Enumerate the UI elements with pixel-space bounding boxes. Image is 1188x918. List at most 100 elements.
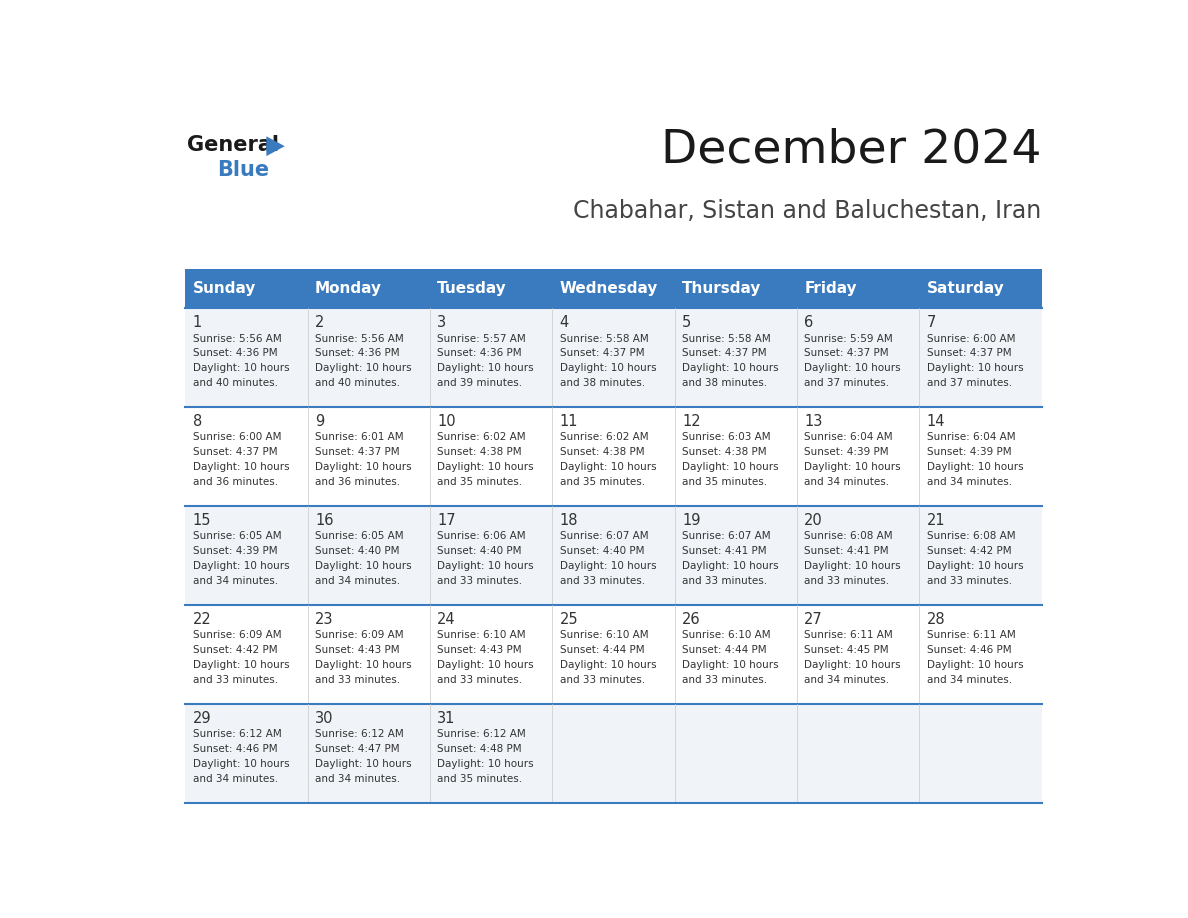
Text: and 40 minutes.: and 40 minutes. (315, 378, 400, 388)
Text: and 33 minutes.: and 33 minutes. (192, 675, 278, 685)
Text: Sunset: 4:45 PM: Sunset: 4:45 PM (804, 645, 889, 655)
Text: Sunrise: 6:00 AM: Sunrise: 6:00 AM (927, 333, 1015, 343)
Text: 22: 22 (192, 612, 211, 627)
Text: Sunset: 4:42 PM: Sunset: 4:42 PM (927, 546, 1011, 556)
Bar (675, 407, 797, 506)
Text: and 35 minutes.: and 35 minutes. (437, 477, 523, 487)
Text: Sunset: 4:46 PM: Sunset: 4:46 PM (927, 645, 1011, 655)
Bar (797, 704, 920, 803)
Text: and 34 minutes.: and 34 minutes. (927, 675, 1012, 685)
Text: 1: 1 (192, 315, 202, 330)
Text: 4: 4 (560, 315, 569, 330)
Text: Daylight: 10 hours: Daylight: 10 hours (437, 660, 533, 670)
Text: Sunset: 4:40 PM: Sunset: 4:40 PM (437, 546, 522, 556)
Text: Sunrise: 6:03 AM: Sunrise: 6:03 AM (682, 432, 771, 442)
Text: Sunset: 4:37 PM: Sunset: 4:37 PM (560, 348, 644, 358)
Bar (185, 506, 308, 605)
Text: Sunrise: 6:10 AM: Sunrise: 6:10 AM (437, 631, 526, 641)
Text: and 39 minutes.: and 39 minutes. (437, 378, 523, 388)
Text: and 40 minutes.: and 40 minutes. (192, 378, 278, 388)
Text: Sunrise: 5:56 AM: Sunrise: 5:56 AM (315, 333, 404, 343)
Text: Sunset: 4:44 PM: Sunset: 4:44 PM (682, 645, 766, 655)
Text: Daylight: 10 hours: Daylight: 10 hours (682, 462, 778, 472)
Bar (185, 269, 308, 308)
Text: and 34 minutes.: and 34 minutes. (804, 477, 890, 487)
Text: Sunrise: 6:05 AM: Sunrise: 6:05 AM (192, 532, 282, 542)
Text: Sunrise: 6:06 AM: Sunrise: 6:06 AM (437, 532, 526, 542)
Text: Wednesday: Wednesday (560, 281, 658, 297)
Text: Sunrise: 5:56 AM: Sunrise: 5:56 AM (192, 333, 282, 343)
Text: Daylight: 10 hours: Daylight: 10 hours (437, 561, 533, 571)
Text: Daylight: 10 hours: Daylight: 10 hours (927, 561, 1023, 571)
Text: Daylight: 10 hours: Daylight: 10 hours (804, 364, 901, 374)
Bar (430, 407, 552, 506)
Text: Daylight: 10 hours: Daylight: 10 hours (682, 561, 778, 571)
Bar (675, 704, 797, 803)
Text: Sunrise: 6:10 AM: Sunrise: 6:10 AM (560, 631, 649, 641)
Text: Daylight: 10 hours: Daylight: 10 hours (560, 561, 656, 571)
Text: Daylight: 10 hours: Daylight: 10 hours (192, 660, 290, 670)
Text: and 33 minutes.: and 33 minutes. (682, 576, 767, 586)
Text: Daylight: 10 hours: Daylight: 10 hours (804, 462, 901, 472)
Text: 11: 11 (560, 414, 579, 429)
Bar (920, 269, 1042, 308)
Bar (552, 407, 675, 506)
Bar (308, 308, 430, 407)
Text: 14: 14 (927, 414, 946, 429)
Bar (430, 605, 552, 704)
Text: and 33 minutes.: and 33 minutes. (682, 675, 767, 685)
Text: Sunrise: 6:10 AM: Sunrise: 6:10 AM (682, 631, 771, 641)
Text: Daylight: 10 hours: Daylight: 10 hours (927, 660, 1023, 670)
Text: and 33 minutes.: and 33 minutes. (560, 576, 645, 586)
Text: Daylight: 10 hours: Daylight: 10 hours (927, 364, 1023, 374)
Text: 7: 7 (927, 315, 936, 330)
Text: and 34 minutes.: and 34 minutes. (192, 774, 278, 784)
Text: Sunrise: 6:07 AM: Sunrise: 6:07 AM (560, 532, 649, 542)
Text: and 38 minutes.: and 38 minutes. (560, 378, 645, 388)
Text: Sunrise: 6:08 AM: Sunrise: 6:08 AM (927, 532, 1016, 542)
Text: Friday: Friday (804, 281, 857, 297)
Text: and 33 minutes.: and 33 minutes. (804, 576, 890, 586)
Text: Sunrise: 6:09 AM: Sunrise: 6:09 AM (315, 631, 404, 641)
Text: and 37 minutes.: and 37 minutes. (804, 378, 890, 388)
Text: and 34 minutes.: and 34 minutes. (804, 675, 890, 685)
Text: 9: 9 (315, 414, 324, 429)
Text: General: General (188, 135, 279, 155)
Text: Daylight: 10 hours: Daylight: 10 hours (437, 364, 533, 374)
Text: Blue: Blue (217, 160, 270, 180)
Bar (552, 269, 675, 308)
Text: Sunrise: 6:05 AM: Sunrise: 6:05 AM (315, 532, 404, 542)
Bar (920, 704, 1042, 803)
Text: December 2024: December 2024 (661, 128, 1042, 173)
Text: Sunset: 4:41 PM: Sunset: 4:41 PM (804, 546, 889, 556)
Text: and 38 minutes.: and 38 minutes. (682, 378, 767, 388)
Text: Daylight: 10 hours: Daylight: 10 hours (192, 759, 290, 769)
Text: 25: 25 (560, 612, 579, 627)
Bar (675, 506, 797, 605)
Text: Daylight: 10 hours: Daylight: 10 hours (315, 561, 411, 571)
Text: Sunset: 4:46 PM: Sunset: 4:46 PM (192, 744, 277, 755)
Text: Daylight: 10 hours: Daylight: 10 hours (927, 462, 1023, 472)
Text: 30: 30 (315, 711, 334, 726)
Text: Sunrise: 6:12 AM: Sunrise: 6:12 AM (315, 730, 404, 739)
Text: Sunrise: 6:02 AM: Sunrise: 6:02 AM (437, 432, 526, 442)
Bar (185, 308, 308, 407)
Text: Sunrise: 6:01 AM: Sunrise: 6:01 AM (315, 432, 404, 442)
Text: Sunrise: 6:07 AM: Sunrise: 6:07 AM (682, 532, 771, 542)
Text: Sunset: 4:43 PM: Sunset: 4:43 PM (437, 645, 522, 655)
Bar (675, 605, 797, 704)
Text: Sunset: 4:38 PM: Sunset: 4:38 PM (560, 447, 644, 457)
Bar (552, 506, 675, 605)
Bar (920, 506, 1042, 605)
Text: Sunset: 4:47 PM: Sunset: 4:47 PM (315, 744, 399, 755)
Text: Daylight: 10 hours: Daylight: 10 hours (560, 660, 656, 670)
Text: 2: 2 (315, 315, 324, 330)
Text: Daylight: 10 hours: Daylight: 10 hours (192, 364, 290, 374)
Bar (797, 308, 920, 407)
Text: 15: 15 (192, 513, 211, 528)
Text: Daylight: 10 hours: Daylight: 10 hours (560, 462, 656, 472)
Bar (675, 308, 797, 407)
Bar (185, 407, 308, 506)
Text: 18: 18 (560, 513, 579, 528)
Bar (675, 269, 797, 308)
